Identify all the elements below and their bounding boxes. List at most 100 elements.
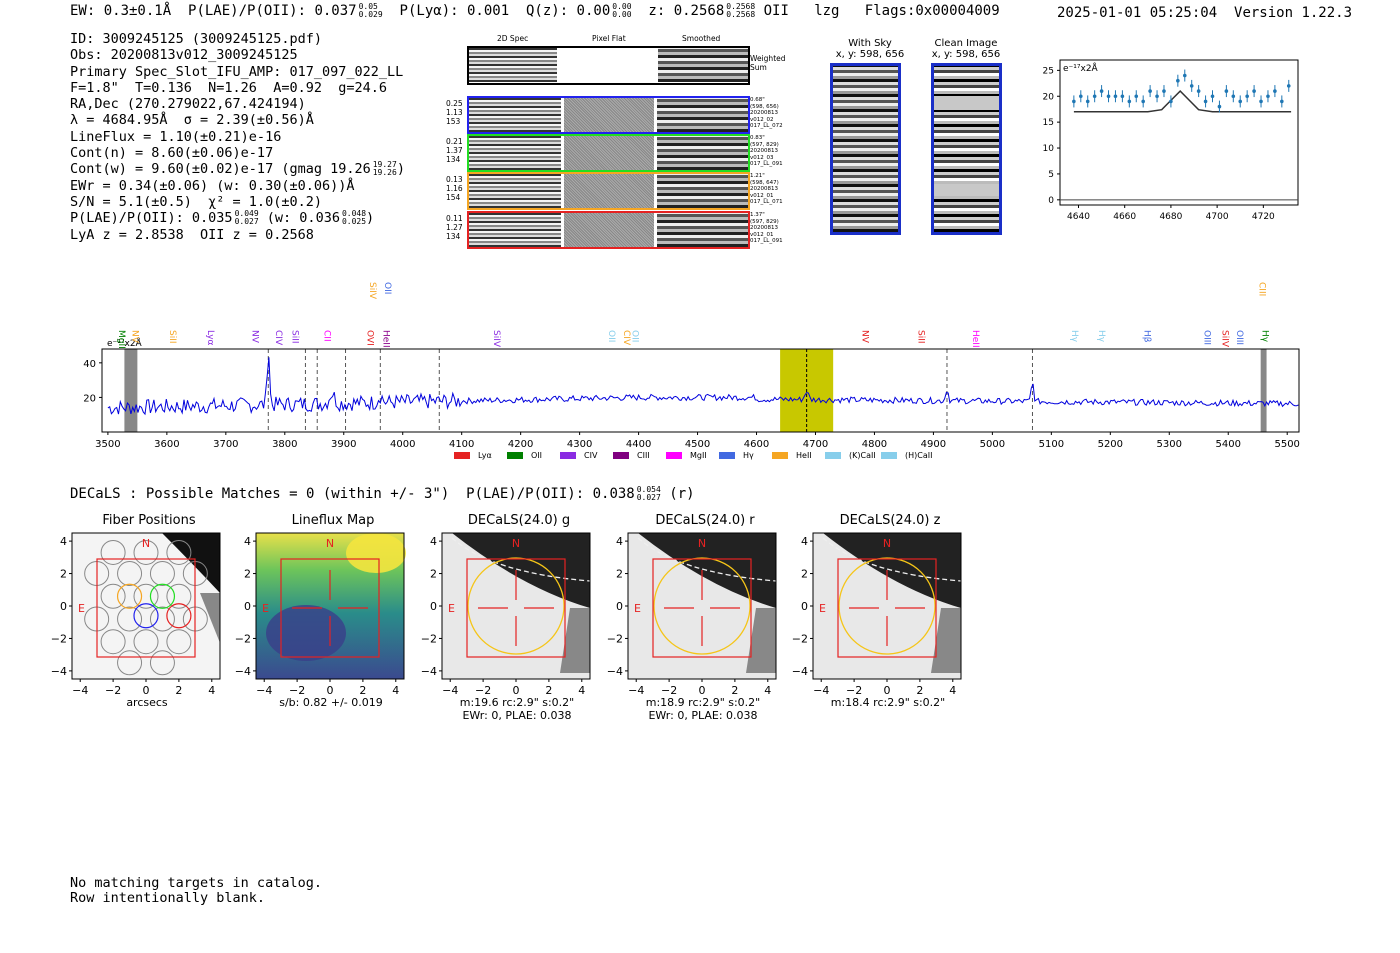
cutout-stat: 1.27 [446,223,463,232]
legend-label: Hγ [743,451,754,460]
cutout-note-line: 017_LL_091 [750,238,783,244]
legend-swatch [772,452,788,459]
aperture-arc [822,537,962,582]
plya-value: P(Lyα): 0.001 [399,3,510,19]
x-tick-label: 4200 [508,439,533,450]
with-sky-title: With Sky x, y: 598, 656 [835,38,905,60]
emission-line-label: CIV [621,330,631,346]
y-tick-label: 4 [430,535,437,548]
x-tick-label: 2 [916,684,923,697]
y-tick-label: 2 [616,568,623,581]
data-point [1141,99,1145,104]
footer-line-2: Row intentionally blank. [70,890,266,906]
cutout-note-line: (597, 829) [750,218,779,225]
x-tick-label: 3500 [95,439,120,450]
thumbnail-panel: N E 4 2 0 −2 −4 −4 −2 0 2 4 [792,532,962,697]
legend-swatch [613,452,629,459]
y-tick-label: 0 [430,600,437,613]
y-tick-label: −4 [51,665,67,678]
north-marker: N [512,537,520,550]
data-point [1238,99,1243,104]
x-tick-label: 4640 [1067,212,1090,222]
cutout-note-line: (598, 656) [750,103,779,110]
x-tick-label: 4100 [449,439,474,450]
emission-line-label: OIII [1202,330,1212,345]
thumbnail-panel: N E 4 2 0 −2 −4 −4 −2 0 2 4 [421,532,591,697]
cutout-row [467,96,750,134]
x-tick-label: 4400 [626,439,651,450]
ew-value: EW: 0.3±0.1Å [70,3,172,19]
y-tick-label: 4 [60,535,67,548]
x-tick-label: 3800 [272,439,297,450]
cutout-smoothed [657,174,748,208]
source-halo [931,608,961,673]
legend-label: CIV [584,451,598,460]
emission-line-label: HeII [970,330,980,348]
cutout-row-stats: 0.13 1.16 154 [446,175,463,202]
y-tick-label: 25 [1043,66,1054,76]
timestamp: 2025-01-01 05:25:04 [1057,5,1218,21]
data-point [1266,94,1270,99]
north-marker: N [883,537,891,550]
bright-source [452,533,590,608]
fiber-circle [166,629,192,655]
x-tick-label: 3600 [154,439,179,450]
cutout-note-line: 20200813 [750,186,778,192]
emission-line-label: SiIV [491,330,501,348]
data-point [1224,89,1229,93]
emission-line-label: Hγ [1069,330,1079,343]
thumbnail-caption: m:18.4 rc:2.9" s:0.2" [803,696,973,709]
y-tick-label: −2 [607,632,623,645]
data-point [1113,94,1118,99]
source-halo [560,608,590,673]
cutout-stat: 1.16 [446,184,463,193]
caption-line: m:19.6 rc:2.9" s:0.2" [459,696,575,709]
lineflux-high [346,533,406,573]
x-tick-label: 4300 [567,439,592,450]
y-tick-label: 10 [1043,144,1055,154]
data-point [1286,84,1291,88]
x-tick-label: 2 [359,684,366,697]
y-tick-label: 40 [83,359,96,370]
qz-lo: 0.00 [612,10,632,19]
x-tick-label: 0 [143,684,150,697]
cutout-row [467,172,750,210]
legend-label: (K)CaII [849,451,876,460]
x-tick-label: 0 [699,684,706,697]
y-tick-label: 4 [244,535,251,548]
spectrum-unit-label: e⁻¹⁷x2Å [107,337,143,349]
cutout-2dspec [469,136,561,170]
data-point [1245,94,1249,99]
aperture-circle [838,557,936,655]
plae-lo: 0.029 [358,10,383,19]
masked-band [934,184,999,196]
data-point [1078,94,1083,99]
legend-swatch [560,452,576,459]
data-point [1182,73,1187,78]
thumbnail-caption: s/b: 0.82 +/- 0.019 [246,696,416,709]
x-tick-label: 4700 [1206,212,1229,222]
catalog-footer: No matching targets in catalog. Row inten… [70,876,322,906]
legend-label: CIII [637,451,650,460]
cutout-stat: 134 [446,155,461,164]
fiber-circle [100,539,126,565]
emission-line-label: CIII [1257,282,1267,296]
y-tick-label: 2 [244,568,251,581]
y-tick-label: 2 [60,568,67,581]
caption-line: s/b: 0.82 +/- 0.019 [279,696,383,709]
data-point [1210,94,1215,99]
data-point [1203,99,1208,104]
cutout-note-line: v012_03 [750,154,774,161]
x-tick-label: 3700 [213,439,238,450]
aperture-arc [451,537,591,582]
aperture-box [280,558,380,658]
emission-line-label: NV [249,330,259,344]
data-point [1273,89,1277,93]
cutout-note-line: 20200813 [750,148,778,154]
cutout-note-line: v012_01 [750,192,774,199]
x-tick-label: 2 [175,684,182,697]
header-right: 2025-01-01 05:25:04 Version 1.22.3 [1057,5,1352,21]
cutout-row-stats: 0.25 1.13 153 [446,99,463,126]
x-tick-label: 5100 [1039,439,1064,450]
y-tick-label: −2 [235,632,251,645]
